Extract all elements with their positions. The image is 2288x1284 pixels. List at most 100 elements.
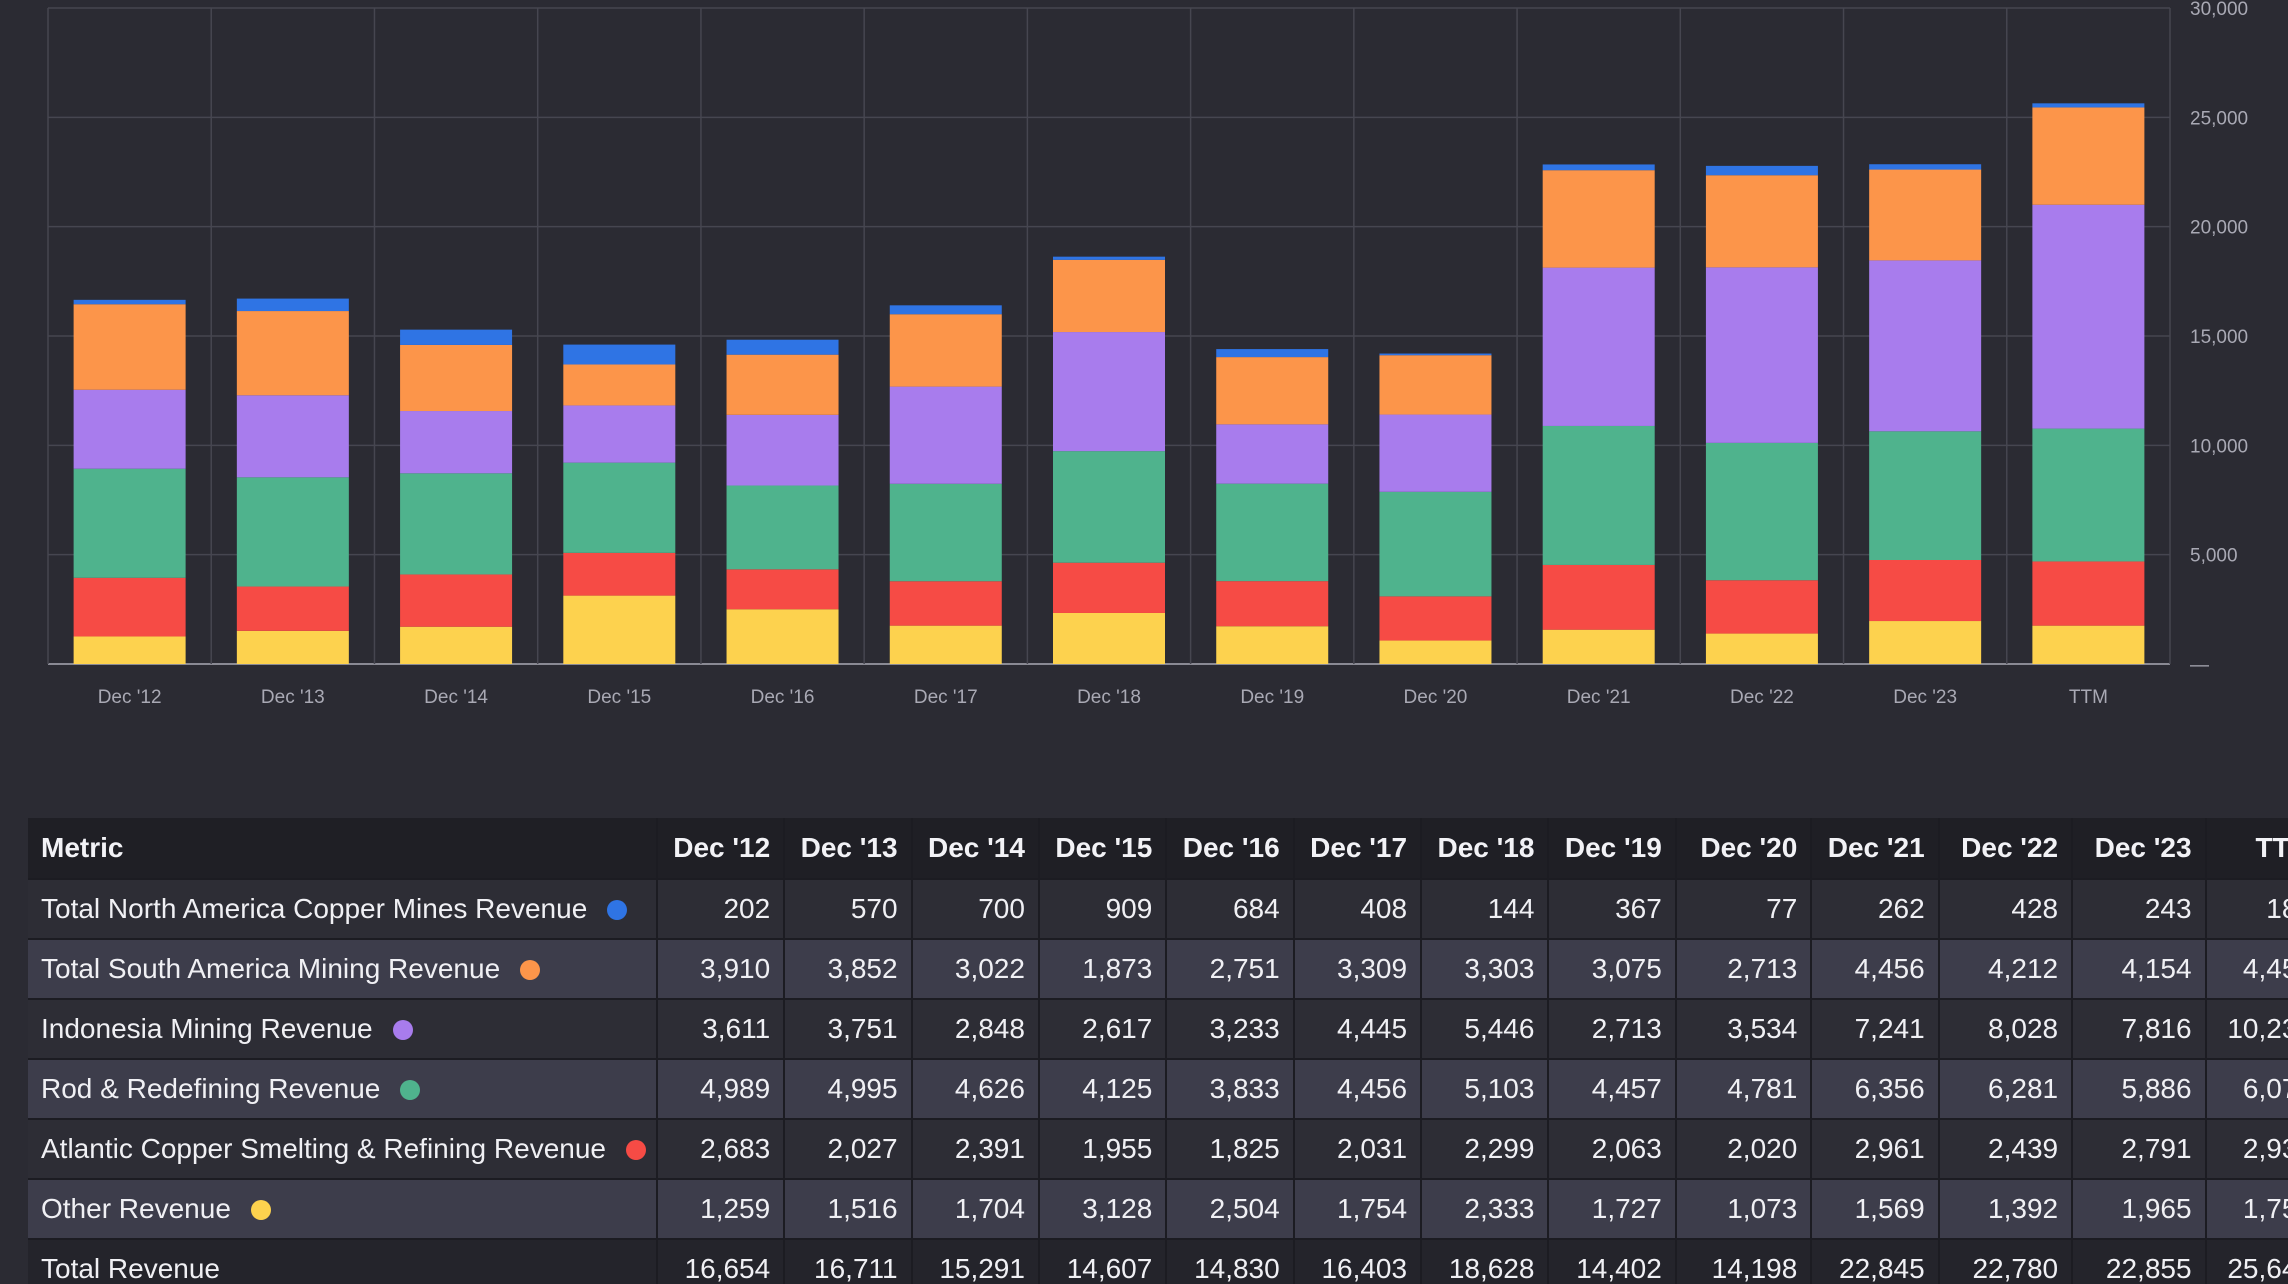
bar-segment bbox=[1542, 164, 1655, 171]
table-row: Rod & Redefining Revenue 4,989 4,995 4,626 4… bbox=[28, 1059, 2288, 1120]
bar-segment bbox=[73, 636, 186, 664]
series-color-dot-icon bbox=[625, 1140, 646, 1160]
bar-segment bbox=[1216, 626, 1329, 664]
value-cell: 2,027 bbox=[784, 1119, 913, 1180]
value-cell: 2,791 bbox=[2072, 1119, 2207, 1180]
value-cell: 2,020 bbox=[1675, 1119, 1813, 1180]
bar-segment bbox=[1216, 357, 1329, 425]
value-cell: 3,910 bbox=[656, 939, 786, 1000]
value-cell: 4,995 bbox=[784, 1059, 913, 1120]
value-cell: 4,445 bbox=[1293, 999, 1423, 1060]
value-cell: 3,751 bbox=[784, 999, 913, 1060]
x-tick-label: Dec '19 bbox=[1240, 687, 1304, 708]
value-cell: 2,063 bbox=[1548, 1119, 1677, 1180]
bar-segment bbox=[73, 304, 186, 390]
value-cell: 18,628 bbox=[1421, 1239, 1550, 1284]
metric-cell: Total Revenue bbox=[28, 1239, 658, 1284]
value-cell: 8,028 bbox=[1938, 999, 2074, 1060]
bar-segment bbox=[563, 405, 676, 463]
value-cell: 144 bbox=[1421, 879, 1550, 940]
period-column-header: Dec '12 bbox=[656, 818, 786, 880]
table-row: Indonesia Mining Revenue 3,611 3,751 2,848 2… bbox=[28, 999, 2288, 1060]
value-cell: 909 bbox=[1038, 879, 1168, 940]
bar-segment bbox=[1705, 633, 1818, 664]
bar-segment bbox=[236, 630, 349, 664]
x-tick-label: TTM bbox=[2069, 687, 2108, 708]
metric-label: Total South America Mining Revenue bbox=[41, 953, 501, 984]
value-cell: 2,713 bbox=[1675, 939, 1813, 1000]
bar-segment bbox=[1542, 425, 1655, 565]
bar-segment bbox=[726, 485, 839, 570]
period-column-header: Dec '13 bbox=[784, 818, 913, 880]
bar-segment bbox=[1542, 267, 1655, 426]
value-cell: 3,303 bbox=[1421, 939, 1550, 1000]
bar-segment bbox=[1869, 164, 1982, 170]
value-cell: 243 bbox=[2072, 879, 2207, 940]
chart-canvas: Dec '12 Dec '13 Dec '14 Dec '15 Dec '16 Dec '… bbox=[47, 0, 2248, 708]
value-cell: 1,825 bbox=[1166, 1119, 1295, 1180]
value-cell: 7,241 bbox=[1811, 999, 1940, 1060]
value-cell: 3,022 bbox=[911, 939, 1040, 1000]
bar-segment bbox=[2032, 107, 2145, 205]
value-cell: 3,075 bbox=[1548, 939, 1677, 1000]
bar-segment bbox=[1216, 349, 1329, 358]
chart-x-axis: Dec '12 Dec '13 Dec '14 Dec '15 Dec '16 Dec '… bbox=[98, 687, 2108, 708]
value-cell: 16,654 bbox=[656, 1239, 786, 1284]
value-cell: 1,727 bbox=[1548, 1179, 1677, 1240]
metric-cell: Atlantic Copper Smelting & Refining Reve… bbox=[28, 1119, 658, 1180]
bar-segment bbox=[1053, 562, 1165, 613]
metric-label: Indonesia Mining Revenue bbox=[41, 1013, 373, 1044]
metric-label: Atlantic Copper Smelting & Refining Reve… bbox=[41, 1133, 606, 1164]
y-tick-label: 30,000 bbox=[2190, 0, 2248, 20]
metric-cell: Total South America Mining Revenue bbox=[28, 939, 658, 1000]
series-color-dot-icon bbox=[520, 960, 541, 980]
bar-segment bbox=[1705, 267, 1818, 443]
bar-segment bbox=[1379, 414, 1492, 492]
bar-segment bbox=[1542, 170, 1655, 268]
period-column-header: Dec '18 bbox=[1421, 818, 1550, 880]
x-tick-label: Dec '21 bbox=[1567, 687, 1631, 708]
table-row: Total South America Mining Revenue 3,910 3… bbox=[28, 939, 2288, 1000]
value-cell: 2,031 bbox=[1293, 1119, 1423, 1180]
metric-label: Other Revenue bbox=[41, 1193, 231, 1224]
value-cell: 1,873 bbox=[1038, 939, 1168, 1000]
value-cell: 684 bbox=[1166, 879, 1295, 940]
value-cell: 5,103 bbox=[1421, 1059, 1550, 1120]
value-cell: 2,504 bbox=[1166, 1179, 1295, 1240]
x-tick-label: Dec '12 bbox=[98, 687, 162, 708]
value-cell: 5,446 bbox=[1421, 999, 1550, 1060]
value-cell: 16,403 bbox=[1293, 1239, 1423, 1284]
total-row: Total Revenue 16,654 16,711 15,291 14,607 14,… bbox=[28, 1239, 2288, 1284]
metric-label: Rod & Redefining Revenue bbox=[41, 1073, 381, 1104]
x-tick-label: Dec '20 bbox=[1404, 687, 1468, 708]
metric-cell: Indonesia Mining Revenue bbox=[28, 999, 658, 1060]
bar-segment bbox=[73, 577, 186, 637]
bar-segment bbox=[2032, 561, 2145, 626]
value-cell: 4,125 bbox=[1038, 1059, 1168, 1120]
bar-segment bbox=[1705, 442, 1818, 581]
value-cell: 2,617 bbox=[1038, 999, 1168, 1060]
bar-segment bbox=[1216, 581, 1329, 627]
bar-segment bbox=[1542, 629, 1655, 664]
period-column-header: Dec '23 bbox=[2072, 818, 2207, 880]
bar-segment bbox=[400, 473, 513, 575]
bar-stack bbox=[1053, 256, 1165, 664]
bar-segment bbox=[1542, 564, 1655, 630]
value-cell: 202 bbox=[656, 879, 786, 940]
bar-segment bbox=[2032, 428, 2145, 562]
value-cell: 1,516 bbox=[784, 1179, 913, 1240]
value-cell: 6,076 bbox=[2205, 1059, 2288, 1120]
value-cell: 1,955 bbox=[1038, 1119, 1168, 1180]
value-cell: 3,833 bbox=[1166, 1059, 1295, 1120]
bar-segment bbox=[1379, 491, 1492, 597]
bar-segment bbox=[726, 354, 839, 415]
revenue-data-table: Metric Dec '12 Dec '13 Dec '14 Dec '15 Dec '… bbox=[28, 818, 2288, 1284]
y-tick-label: 25,000 bbox=[2190, 108, 2248, 129]
y-tick-label: 20,000 bbox=[2190, 218, 2248, 239]
value-cell: 25,640 bbox=[2205, 1239, 2288, 1284]
x-tick-label: Dec '14 bbox=[424, 687, 488, 708]
bar-segment bbox=[563, 364, 676, 406]
bar-segment bbox=[1869, 431, 1982, 561]
bar-segment bbox=[400, 626, 513, 664]
value-cell: 3,611 bbox=[656, 999, 786, 1060]
